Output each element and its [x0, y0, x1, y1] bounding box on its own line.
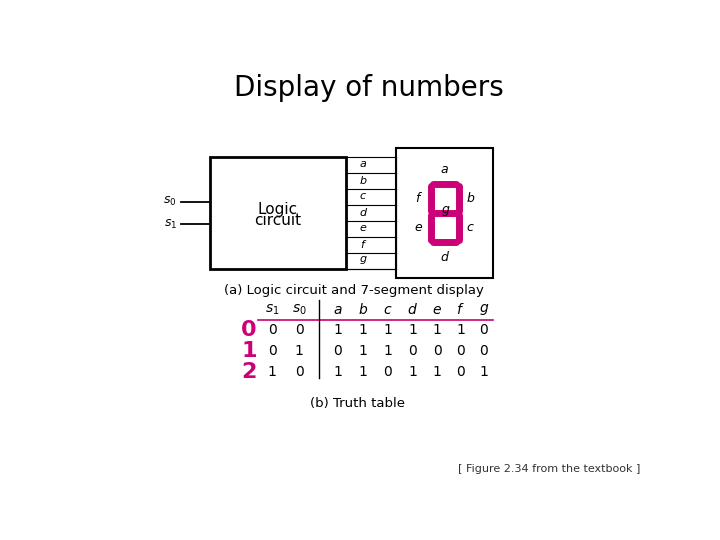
Text: (a) Logic circuit and 7-segment display: (a) Logic circuit and 7-segment display [224, 284, 483, 297]
Text: 1: 1 [383, 344, 392, 358]
Text: 1: 1 [333, 365, 343, 379]
Bar [396, 148, 493, 278]
Text: circuit: circuit [254, 213, 302, 228]
Text: 0: 0 [480, 344, 488, 358]
Text: $\it{f}$: $\it{f}$ [415, 191, 423, 205]
Text: $s_0$: $s_0$ [163, 195, 177, 208]
Text: 0: 0 [268, 323, 276, 338]
Text: $\it{g}$: $\it{g}$ [479, 302, 489, 317]
Text: 1: 1 [268, 365, 276, 379]
Text: Display of numbers: Display of numbers [234, 74, 504, 102]
Text: 1: 1 [433, 323, 441, 338]
Text: $\it{e}$: $\it{e}$ [432, 302, 442, 316]
Text: $\it{c}$: $\it{c}$ [467, 221, 475, 234]
Text: [ Figure 2.34 from the textbook ]: [ Figure 2.34 from the textbook ] [458, 464, 640, 475]
Text: $\it{d}$: $\it{d}$ [407, 302, 418, 317]
Text: 1: 1 [480, 365, 488, 379]
Text: $\it{e}$: $\it{e}$ [359, 223, 367, 233]
Text: 2: 2 [241, 362, 256, 382]
Text: 1: 1 [456, 323, 465, 338]
Text: $\it{e}$: $\it{e}$ [414, 221, 423, 234]
Text: $\it{a}$: $\it{a}$ [333, 302, 343, 316]
Text: 1: 1 [408, 323, 417, 338]
Text: $\it{c}$: $\it{c}$ [359, 191, 367, 201]
Text: Logic: Logic [258, 201, 298, 217]
Text: 1: 1 [383, 323, 392, 338]
Text: 0: 0 [480, 323, 488, 338]
Text: $\it{d}$: $\it{d}$ [359, 206, 368, 218]
Text: $\it{b}$: $\it{b}$ [359, 174, 368, 186]
Text: 1: 1 [433, 365, 441, 379]
Text: 0: 0 [268, 344, 276, 358]
Text: $\it{g}$: $\it{g}$ [441, 205, 450, 219]
Text: $\it{s}_1$: $\it{s}_1$ [265, 302, 279, 317]
Text: 1: 1 [294, 344, 304, 358]
Text: $\it{a}$: $\it{a}$ [440, 163, 449, 176]
Text: $\it{g}$: $\it{g}$ [359, 254, 368, 266]
Text: $s_1$: $s_1$ [163, 218, 177, 231]
Text: (b) Truth table: (b) Truth table [310, 397, 405, 410]
Text: 1: 1 [359, 344, 367, 358]
Text: $\it{d}$: $\it{d}$ [440, 250, 449, 264]
Text: 1: 1 [408, 365, 417, 379]
Text: 1: 1 [359, 365, 367, 379]
Text: $\it{a}$: $\it{a}$ [359, 159, 367, 170]
Text: 0: 0 [456, 365, 465, 379]
Text: 1: 1 [333, 323, 343, 338]
Text: $\it{f}$: $\it{f}$ [456, 302, 465, 317]
Text: 0: 0 [433, 344, 441, 358]
Text: $\it{f}$: $\it{f}$ [360, 238, 367, 250]
Text: 0: 0 [295, 365, 304, 379]
Text: $\it{c}$: $\it{c}$ [383, 302, 392, 316]
Text: 0: 0 [408, 344, 417, 358]
Text: 0: 0 [456, 344, 465, 358]
Text: $\it{s}_0$: $\it{s}_0$ [292, 302, 307, 317]
Text: 0: 0 [333, 344, 343, 358]
Text: 1: 1 [241, 341, 256, 361]
Text: 1: 1 [359, 323, 367, 338]
Text: 0: 0 [383, 365, 392, 379]
Text: $\it{b}$: $\it{b}$ [467, 191, 476, 205]
Text: $\it{b}$: $\it{b}$ [358, 302, 368, 317]
Text: 0: 0 [241, 320, 257, 340]
Bar [210, 157, 346, 269]
Text: 0: 0 [295, 323, 304, 338]
